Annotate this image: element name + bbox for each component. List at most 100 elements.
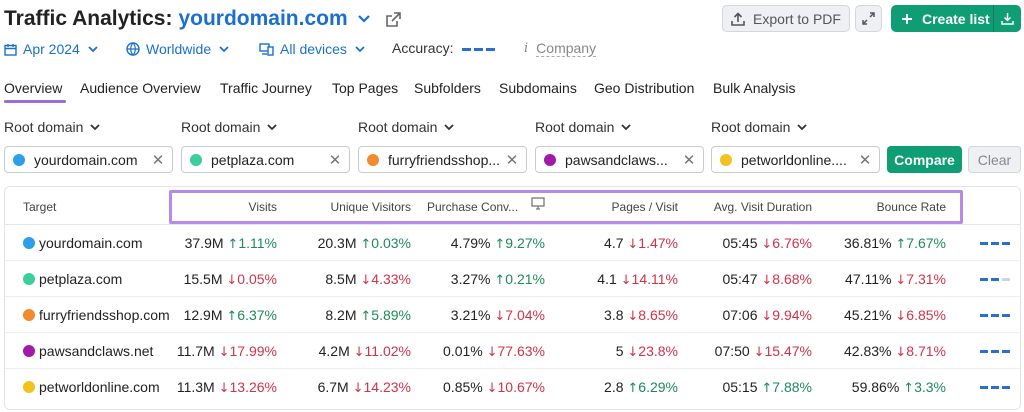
tab-audience-overview[interactable]: Audience Overview [80, 80, 201, 96]
table-row[interactable]: furryfriendsshop.com 12.9M ↑6.37% 8.2M ↑5.… [5, 297, 1020, 333]
accuracy-indicator[interactable] [980, 278, 1010, 281]
root-domain-select[interactable]: Root domain [358, 119, 455, 135]
devices-icon [259, 42, 274, 56]
row-domain[interactable]: yourdomain.com [23, 235, 143, 251]
arrow-down-icon: ↓ [620, 273, 632, 288]
header-target[interactable]: Target [23, 200, 57, 214]
root-domain-select[interactable]: Root domain [181, 119, 278, 135]
cell-delta: ↓4.33% [360, 271, 411, 288]
cell-value: 3.27% [450, 271, 495, 287]
root-domain-select[interactable]: Root domain [4, 119, 101, 135]
create-list-main[interactable]: Create list [891, 5, 993, 32]
chevron-down-icon[interactable] [357, 12, 372, 26]
compare-button[interactable]: Compare [887, 146, 962, 173]
external-link-icon[interactable] [385, 11, 402, 27]
domain-input[interactable]: petplaza.com ✕ [181, 146, 350, 173]
row-domain[interactable]: furryfriendsshop.com [23, 307, 170, 323]
row-domain[interactable]: petplaza.com [23, 271, 122, 287]
header-avg-visit-duration[interactable]: Avg. Visit Duration [713, 200, 812, 214]
cell-delta: ↓13.26% [219, 379, 277, 396]
header-visits[interactable]: Visits [248, 200, 277, 214]
header-pages-per-visit[interactable]: Pages / Visit [611, 200, 678, 214]
row-domain-label: petworldonline.com [39, 379, 160, 395]
accuracy-indicator[interactable] [980, 242, 1010, 245]
clear-icon[interactable]: ✕ [328, 151, 342, 169]
cell-delta: ↑9.27% [494, 235, 545, 252]
root-domain-select[interactable]: Root domain [535, 119, 632, 135]
arrow-down-icon: ↓ [895, 273, 907, 288]
accuracy-indicator[interactable] [980, 386, 1010, 389]
clear-button[interactable]: Clear [968, 146, 1021, 173]
export-pdf-button[interactable]: Export to PDF [722, 5, 850, 32]
clear-icon[interactable]: ✕ [151, 151, 165, 169]
header-bounce-rate[interactable]: Bounce Rate [876, 200, 946, 214]
page-title: Traffic Analytics: yourdomain.com [4, 4, 402, 34]
title-domain[interactable]: yourdomain.com [178, 7, 348, 30]
delta-value: 15.47% [764, 343, 812, 359]
table-row[interactable]: petplaza.com 15.5M ↓0.05% 8.5M ↓4.33% 3.27%… [5, 261, 1020, 297]
clear-icon[interactable]: ✕ [682, 151, 696, 169]
root-domain-label: Root domain [181, 119, 261, 135]
tab-subdomains[interactable]: Subdomains [499, 80, 577, 96]
tab-overview[interactable]: Overview [4, 80, 63, 96]
arrow-up-icon: ↑ [761, 381, 773, 396]
delta-value: 9.27% [505, 235, 545, 251]
arrow-down-icon: ↓ [627, 237, 639, 252]
domain-input[interactable]: furryfriendsshop... ✕ [358, 146, 527, 173]
row-domain[interactable]: pawsandclaws.net [23, 343, 153, 359]
cell-delta: ↓7.31% [895, 271, 946, 288]
clear-icon[interactable]: ✕ [858, 151, 872, 169]
cell-value: 47.11% [845, 271, 896, 287]
cell-value: 42.83% [844, 343, 896, 359]
cell-delta: ↑6.29% [627, 379, 678, 396]
device-filter[interactable]: All devices [259, 38, 365, 60]
cell-value: 4.1 [597, 271, 621, 287]
company-filter[interactable]: i Company [524, 40, 597, 57]
accuracy-indicator[interactable] [462, 48, 495, 51]
cell-delta: ↓6.76% [761, 235, 812, 252]
domain-input[interactable]: petworldonline.... ✕ [711, 146, 880, 173]
table-row[interactable]: pawsandclaws.net 11.7M ↓17.99% 4.2M ↓11.02… [5, 333, 1020, 369]
row-domain-label: pawsandclaws.net [39, 343, 154, 359]
company-label: Company [536, 40, 597, 57]
cell-pages: 4.7 ↓1.47% [604, 235, 678, 252]
tab-geo-distribution[interactable]: Geo Distribution [594, 80, 695, 96]
table-row[interactable]: yourdomain.com 37.9M ↑1.11% 20.3M ↑0.03% 4.… [5, 225, 1020, 261]
table-row[interactable]: petworldonline.com 11.3M ↓13.26% 6.7M ↓14.… [5, 369, 1020, 405]
region-filter[interactable]: Worldwide [126, 38, 229, 60]
cell-duration: 07:50 ↓15.47% [715, 343, 812, 360]
upload-icon [731, 11, 745, 26]
create-list-button[interactable]: Create list [891, 5, 1021, 32]
tab-bulk-analysis[interactable]: Bulk Analysis [713, 80, 796, 96]
root-domain-select[interactable]: Root domain [711, 119, 808, 135]
tab-top-pages[interactable]: Top Pages [332, 80, 399, 96]
cell-value: 4.79% [450, 235, 495, 251]
date-filter[interactable]: Apr 2024 [4, 38, 98, 60]
tab-subfolders[interactable]: Subfolders [414, 80, 481, 96]
domain-input[interactable]: pawsandclaws... ✕ [535, 146, 704, 173]
root-domain-label: Root domain [358, 119, 438, 135]
header-purchase-conversion[interactable]: Purchase Conv... [427, 200, 519, 214]
fullscreen-button[interactable] [855, 5, 882, 32]
tab-traffic-journey[interactable]: Traffic Journey [220, 80, 312, 96]
clear-icon[interactable]: ✕ [505, 151, 519, 169]
header-unique-visitors[interactable]: Unique Visitors [330, 200, 411, 214]
accuracy-indicator[interactable] [980, 314, 1010, 317]
domain-input[interactable]: yourdomain.com ✕ [4, 146, 173, 173]
cell-delta: ↑5.89% [360, 307, 411, 324]
domain-color-dot [190, 153, 202, 166]
cell-pages: 3.8 ↓8.65% [604, 307, 678, 324]
table-header: Target Visits Unique Visitors Purchase C… [5, 187, 1020, 225]
delta-value: 8.71% [906, 343, 946, 359]
delta-value: 10.67% [497, 379, 545, 395]
arrow-down-icon: ↓ [352, 381, 364, 396]
cell-value: 2.8 [604, 379, 628, 395]
create-list-dropdown[interactable] [993, 5, 1021, 32]
arrow-up-icon: ↑ [226, 309, 238, 324]
cell-purchase: 3.21% ↓7.04% [451, 307, 545, 324]
expand-icon [862, 12, 875, 25]
delta-value: 0.03% [371, 235, 411, 251]
accuracy-indicator[interactable] [980, 350, 1010, 353]
monitor-icon[interactable] [531, 197, 545, 213]
row-domain[interactable]: petworldonline.com [23, 379, 160, 395]
